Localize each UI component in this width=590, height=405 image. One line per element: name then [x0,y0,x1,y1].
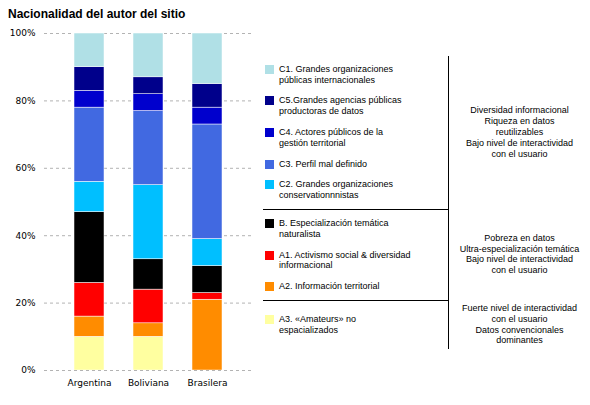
html-text:C1. Grandes organizaciones púb: C1. Grandes organizaciones públicas inte… [279,63,394,85]
html-text:C2. Grandes organizaciones con: C2. Grandes organizaciones conservationn… [279,179,394,201]
html-text:Fuerte nivel de interactividad: Fuerte nivel de interactividad con el us… [462,303,577,346]
html-text:Pobreza en datos Ultra-especia: Pobreza en datos Ultra-especialización t… [459,232,580,276]
html-text:C4. Actores públicos de la ges: C4. Actores públicos de la gestión terri… [279,127,384,148]
html-text:C5.Grandes agencias públicas p: C5.Grandes agencias públicas productoras… [279,95,402,117]
svg-text:100%: 100% [10,28,36,38]
html-text:Diversidad informacional Rique: Diversidad informacional Riqueza en dato… [466,105,573,159]
svg-text:20%: 20% [15,298,35,308]
svg-text:Boliviana: Boliviana [128,378,169,388]
svg-text:0%: 0% [21,365,36,375]
html-text:Nacionalidad del autor del sit: Nacionalidad del autor del sitio [8,7,186,21]
svg-text:Brasilera: Brasilera [188,378,228,388]
html-text:A2. Información territorial: A2. Información territorial [279,281,380,292]
svg-text:Argentina: Argentina [68,378,112,388]
html-text:A1. Activismo social & diversi: A1. Activismo social & diversidad inform… [279,249,411,271]
svg-text:80%: 80% [15,96,35,106]
html-text:A3. «Amateurs» no espacializad: A3. «Amateurs» no espacializados [279,314,356,336]
svg-text:60%: 60% [15,163,35,173]
html-text:C3. Perfil mal definido: C3. Perfil mal definido [279,158,367,169]
html-text:B. Especialización temática na: B. Especialización temática naturalista [279,218,389,239]
svg-text:40%: 40% [15,231,35,241]
